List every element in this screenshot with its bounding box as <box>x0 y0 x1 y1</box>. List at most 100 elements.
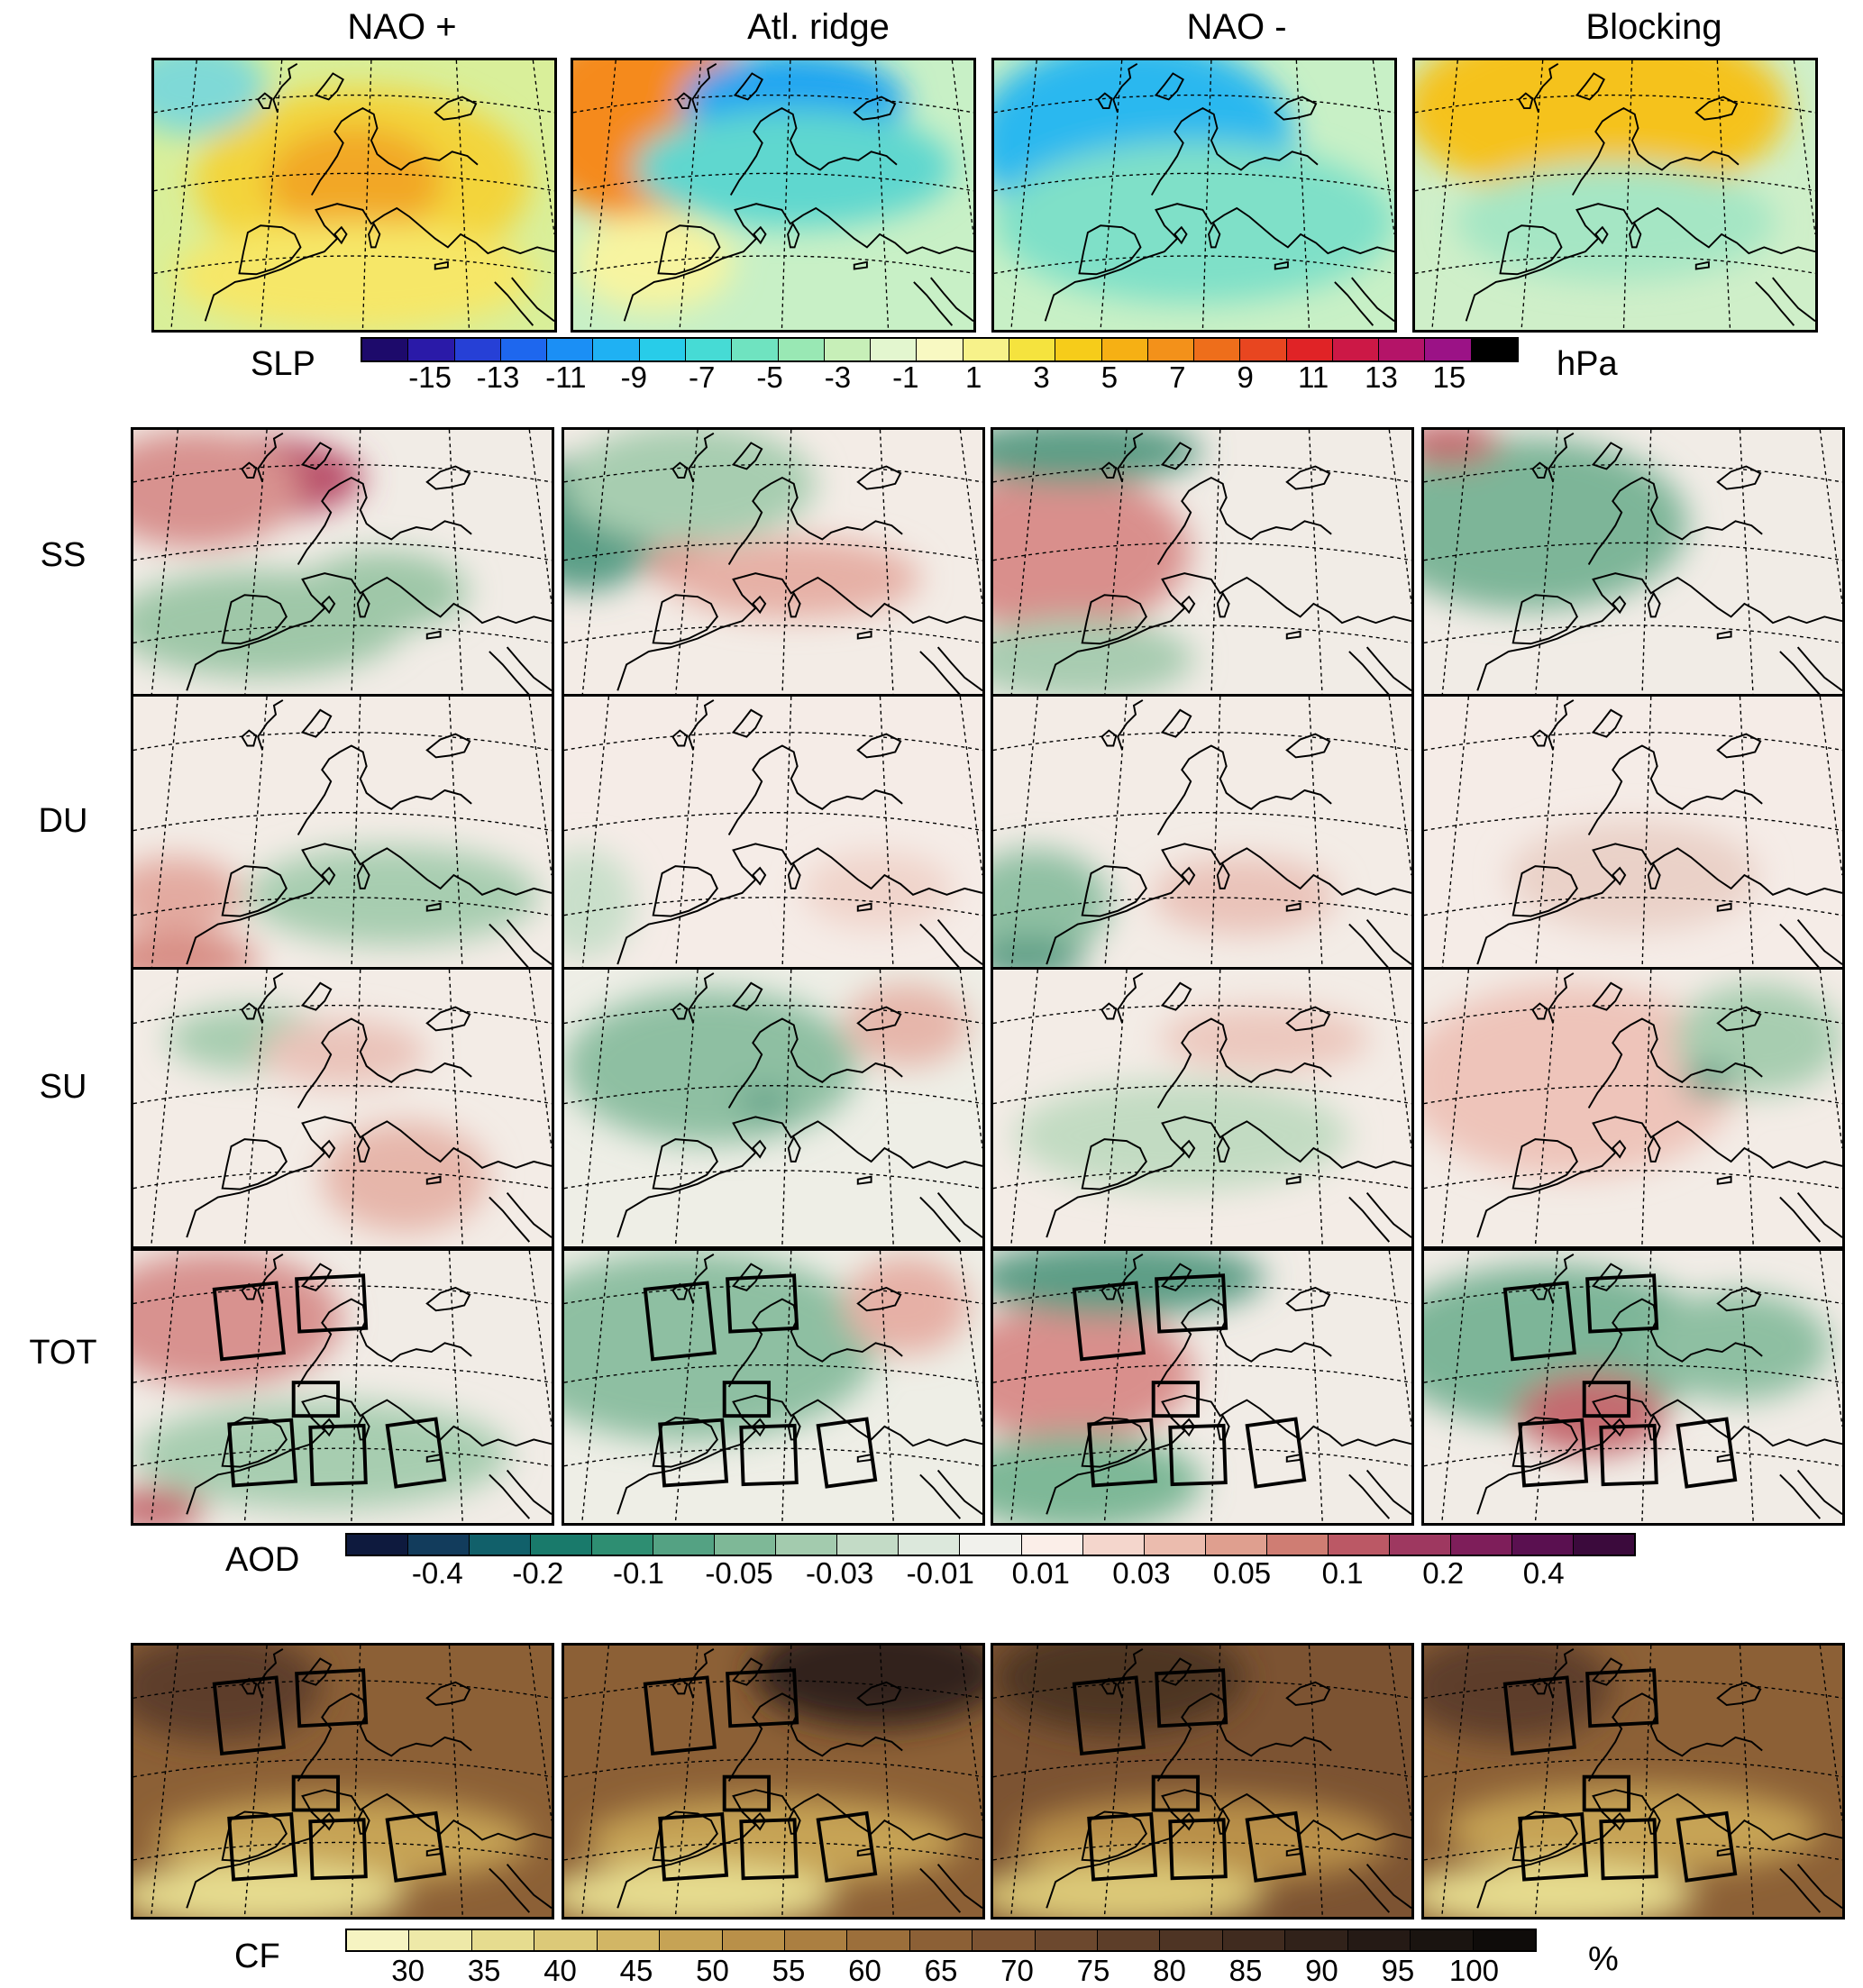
field-anomaly-region <box>993 618 1194 699</box>
colorbar-segment <box>1098 1930 1161 1950</box>
coastline <box>936 1864 982 1910</box>
coastline <box>731 1263 763 1291</box>
graticule-line <box>879 430 894 699</box>
graticule-line <box>133 1447 552 1467</box>
coastline <box>1274 260 1289 270</box>
colorbar-tick-label: 7 <box>1169 360 1186 394</box>
map-panel-slp-blocking <box>1412 58 1818 333</box>
colorbar-segment <box>722 1930 785 1950</box>
colorbar-segment <box>715 1535 777 1555</box>
colorbar-tick-label: 80 <box>1153 1954 1186 1987</box>
coastline <box>1531 461 1548 479</box>
graticule-line <box>1424 1285 1842 1305</box>
coastline <box>1518 92 1534 110</box>
graticule-line <box>573 172 973 192</box>
analysis-region-box <box>227 1418 298 1488</box>
analysis-region-box <box>722 1381 772 1418</box>
graticule-line <box>1201 60 1212 330</box>
colorbar-segment <box>685 339 733 360</box>
graticule-line <box>1103 1251 1128 1523</box>
coastline <box>1156 1017 1332 1109</box>
graticule-line <box>1424 731 1842 752</box>
coastline <box>1647 1135 1661 1163</box>
analysis-region-box <box>1168 1818 1228 1881</box>
graticule-line <box>1739 1646 1754 1917</box>
coastline <box>1591 1657 1623 1686</box>
graticule-line <box>1210 1251 1221 1523</box>
graticule-line <box>993 1085 1411 1105</box>
colorbar-tick-label: -0.03 <box>806 1556 874 1590</box>
graticule-line <box>1424 1085 1842 1105</box>
graticule-line <box>581 1251 610 1523</box>
coastline <box>300 1263 333 1291</box>
graticule-line <box>993 1841 1411 1861</box>
graticule-line <box>573 94 973 114</box>
analysis-region-box <box>1168 1423 1228 1487</box>
graticule-line <box>994 94 1394 114</box>
graticule-line <box>879 1646 894 1917</box>
coastline <box>731 708 763 738</box>
field-anomaly-region <box>1424 437 1688 611</box>
colorbar-segment <box>1194 339 1241 360</box>
colorbar-segment <box>1411 1930 1474 1950</box>
coastline <box>1716 1286 1762 1312</box>
graticule-line <box>1534 430 1558 699</box>
coastline <box>616 1789 982 1909</box>
colorbar-segment <box>639 339 686 360</box>
graticule-line <box>528 1251 552 1427</box>
analysis-region-box <box>385 1417 447 1489</box>
graticule-line <box>1308 970 1323 1246</box>
coastline <box>1100 1002 1118 1020</box>
graticule-line <box>1534 970 1558 1246</box>
graticule-line <box>151 430 179 699</box>
colorbar-tick-label: 0.1 <box>1321 1556 1364 1590</box>
slp-colorbar-label: SLP <box>251 345 315 383</box>
coastline <box>1716 733 1762 759</box>
graticule-line <box>564 1841 982 1861</box>
field-anomaly-region <box>669 537 920 619</box>
coastline <box>856 1006 902 1032</box>
field-anomaly-region <box>993 937 1086 973</box>
coastline <box>1755 281 1795 326</box>
graticule-line <box>351 430 361 699</box>
graticule-line <box>1441 970 1470 1246</box>
graticule-line <box>1388 1251 1411 1427</box>
analysis-region-box <box>308 1423 368 1487</box>
graticule-line <box>243 970 268 1246</box>
graticule-line <box>993 1004 1411 1025</box>
graticule-line <box>243 1251 268 1523</box>
coastline <box>1587 744 1763 836</box>
coastline <box>1180 595 1196 615</box>
coastline <box>1533 63 1559 114</box>
map-panel-du-blocking <box>1421 694 1845 976</box>
coastline <box>1174 225 1188 245</box>
coastline <box>671 729 689 747</box>
coastline <box>221 865 288 917</box>
graticule-line <box>133 1085 552 1105</box>
colorbar-tick-label: 90 <box>1305 1954 1338 1987</box>
coastline <box>1587 476 1763 565</box>
coastline <box>688 433 715 483</box>
colorbar-tick-label: -3 <box>824 360 852 394</box>
coastline <box>1796 1864 1842 1910</box>
coastline <box>1548 1254 1575 1304</box>
colorbar-segment <box>534 1930 598 1950</box>
graticule-line <box>564 542 982 561</box>
coastline <box>489 651 531 696</box>
coastline <box>1365 646 1411 692</box>
colorbar-segment <box>597 1930 661 1950</box>
coastline <box>1365 918 1411 965</box>
analysis-region-box <box>1245 1417 1307 1489</box>
coastline <box>913 281 954 326</box>
coastline <box>919 651 962 696</box>
coastline <box>300 981 333 1011</box>
graticule-line <box>564 1004 982 1025</box>
colorbar-segment <box>1347 1930 1411 1950</box>
graticule-line <box>879 697 894 973</box>
coastline <box>300 708 333 738</box>
colorbar-tick-label: -15 <box>408 360 452 394</box>
graticule-line <box>1210 697 1221 973</box>
coastline <box>257 92 273 110</box>
colorbar-segment <box>1240 339 1287 360</box>
graticule-line <box>781 697 792 973</box>
